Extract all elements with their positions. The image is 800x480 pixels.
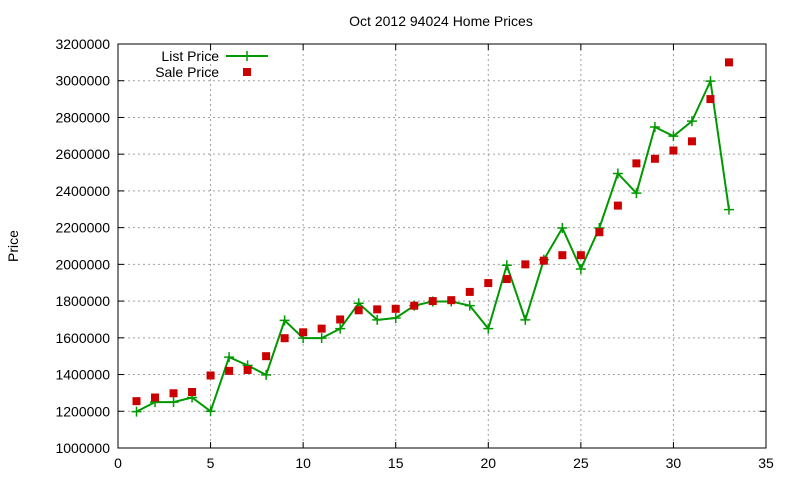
legend-label-sale-price: Sale Price [155,64,219,80]
list-price-point [649,122,660,133]
sale-price-point [151,393,160,402]
legend-label-list-price: List Price [161,48,219,64]
list-price-point [168,397,179,408]
sale-price-point [243,365,252,374]
y-tick-label: 2000000 [55,256,110,272]
sale-price-point [724,58,733,67]
data-series [131,58,734,417]
list-price-point [131,406,142,417]
list-price-point [205,406,216,417]
y-tick-label: 2200000 [55,220,110,236]
x-tick-label: 20 [480,455,496,471]
legend-swatch-sale-price [243,68,251,76]
list-price-point [390,312,401,323]
grid-lines [118,44,766,448]
sale-price-point [225,366,234,375]
sale-price-point [280,334,289,343]
sale-price-point [169,389,178,398]
list-price-line [136,77,730,413]
x-tick-label: 0 [114,455,122,471]
y-tick-label: 2400000 [55,183,110,199]
sale-price-point [521,260,530,269]
y-axis-label: Price [5,230,21,262]
list-price-point [224,352,235,363]
sale-price-point [317,324,326,333]
legend-marker-list-price [242,51,252,61]
y-tick-label: 1000000 [55,440,110,456]
sale-price-point [428,297,437,306]
plot-frame [117,43,767,449]
chart-title: Oct 2012 94024 Home Prices [349,13,533,29]
sale-price-point [299,328,308,337]
sale-price-point [539,256,548,265]
list-price-point [612,168,623,179]
list-price-point [335,323,346,334]
list-price-point [575,263,586,274]
sale-price-point [132,397,141,406]
sale-price-point [465,287,474,296]
y-tick-label: 1200000 [55,403,110,419]
list-price-point [501,260,512,271]
x-tick-label: 5 [207,455,215,471]
list-price-point [279,315,290,326]
list-price-point [372,314,383,325]
sale-price-point [632,159,641,168]
y-tick-label: 2600000 [55,146,110,162]
sale-price-point [595,228,604,237]
sale-price-point [188,387,197,396]
x-tick-label: 10 [295,455,311,471]
sale-price-point [447,296,456,305]
y-tick-label: 3000000 [55,73,110,89]
sale-price-point [336,315,345,324]
sale-price-point [669,146,678,155]
x-tick-label: 30 [666,455,682,471]
sale-price-point [502,275,511,284]
sale-price-point [576,251,585,260]
list-price-point [668,131,679,142]
x-tick-label: 15 [388,455,404,471]
sale-price-point [558,251,567,260]
sale-price-point [613,201,622,210]
sale-price-point [687,137,696,146]
y-tick-label: 2800000 [55,109,110,125]
sale-price-point [706,95,715,104]
y-tick-label: 3200000 [55,36,110,52]
sale-price-point [262,352,271,361]
list-price-point [686,116,697,127]
list-price-point [483,323,494,334]
y-tick-label: 1800000 [55,293,110,309]
list-price-point [723,204,734,215]
sale-price-point [206,371,215,380]
sale-price-point [484,279,493,288]
sale-price-point [391,304,400,313]
sale-price-point [373,305,382,314]
list-price-point [464,300,475,311]
list-price-point [316,333,327,344]
list-price-point [631,188,642,199]
y-tick-label: 1400000 [55,367,110,383]
sale-price-point [650,154,659,163]
x-tick-label: 35 [758,455,774,471]
sale-price-point [354,306,363,315]
list-price-point [520,314,531,325]
list-price-point [705,76,716,87]
sale-price-point [410,301,419,310]
x-tick-label: 25 [573,455,589,471]
axis-ticks: 1000000 1200000 1400000 1600000 1800000 20000… [55,36,774,471]
list-price-point [261,369,272,380]
y-tick-label: 1600000 [55,330,110,346]
list-price-point [557,223,568,234]
